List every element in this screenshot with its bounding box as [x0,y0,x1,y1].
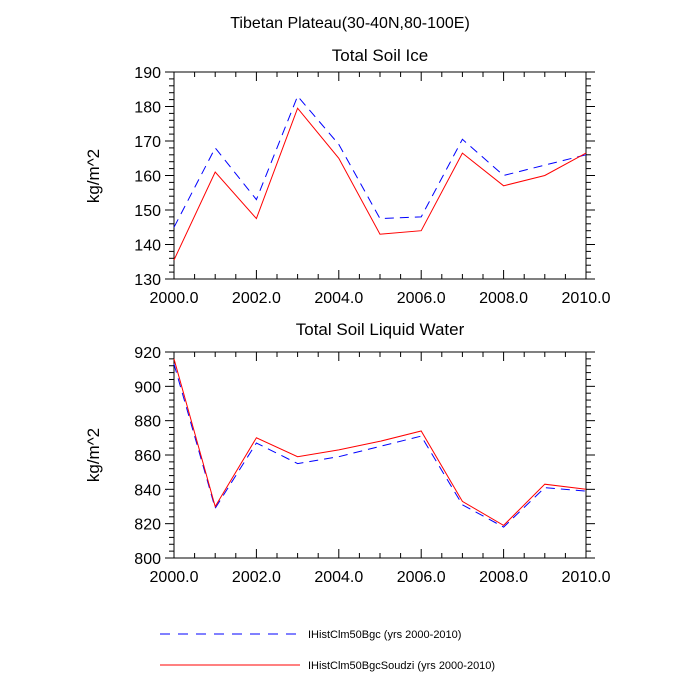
y-tick-label: 860 [134,448,161,465]
y-tick-label: 140 [134,238,161,255]
y-tick-label: 880 [134,414,161,431]
y-tick-label: 920 [134,345,161,362]
x-tick-label: 2004.0 [314,569,363,586]
y-tick-label: 160 [134,169,161,186]
x-tick-label: 2000.0 [150,290,199,307]
y-axis-label: kg/m^2 [84,149,103,203]
plot-area: 2000.0 2002.0 2004.0 2006.0 2008.0 2010.0 130 1… [134,65,610,307]
x-tick-label: 2010.0 [562,290,611,307]
x-tick-label: 2010.0 [562,569,611,586]
series-line-dashed [173,95,587,228]
x-tick-label: 2008.0 [479,290,528,307]
x-tick-label: 2002.0 [232,569,281,586]
panel-title: Total Soil Liquid Water [296,320,465,339]
y-tick-label: 800 [134,551,161,568]
y-tick-label: 190 [134,65,161,82]
y-tick-label: 170 [134,134,161,151]
y-tick-label: 900 [134,379,161,396]
panel-total-soil-ice: Total Soil Ice kg/m^2 2000.0 2002.0 2004.0… [84,46,611,307]
legend-label: IHistClm50Bgc (yrs 2000-2010) [308,629,461,641]
x-tick-label: 2006.0 [397,290,446,307]
x-tick-label: 2002.0 [232,290,281,307]
legend: IHistClm50Bgc (yrs 2000-2010) IHistClm50… [160,629,495,672]
series-line-solid [173,358,587,527]
x-tick-label: 2008.0 [479,569,528,586]
y-tick-label: 840 [134,482,161,499]
plot-frame [173,71,587,280]
x-tick-label: 2004.0 [314,290,363,307]
x-tick-label: 2000.0 [150,569,199,586]
y-tick-label: 180 [134,100,161,117]
y-tick-label: 150 [134,203,161,220]
panel-title: Total Soil Ice [332,46,428,65]
y-axis-label: kg/m^2 [84,428,103,482]
series-line-dashed [173,363,587,528]
plot-area: 2000.0 2002.0 2004.0 2006.0 2008.0 2010.0 800 8… [134,345,610,586]
y-tick-label: 820 [134,517,161,534]
figure-title: Tibetan Plateau(30-40N,80-100E) [230,15,470,32]
series-line-solid [173,107,587,261]
x-tick-label: 2006.0 [397,569,446,586]
legend-label: IHistClm50BgcSoudzi (yrs 2000-2010) [308,660,495,672]
plot-frame [173,351,587,559]
y-tick-label: 130 [134,272,161,289]
panel-total-soil-liquid-water: Total Soil Liquid Water kg/m^2 2000.0 200… [84,320,611,586]
